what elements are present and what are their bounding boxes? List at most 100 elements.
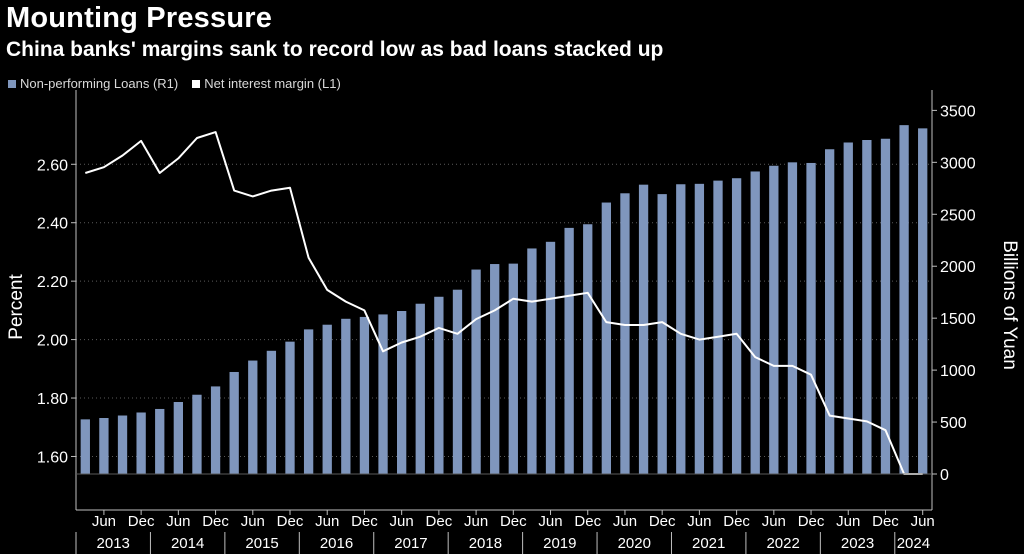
x-month-label: Jun (911, 513, 935, 530)
bar-npl (825, 149, 835, 474)
x-month-label: Dec (872, 513, 899, 530)
x-month-label: Dec (649, 513, 676, 530)
chart-title: Mounting Pressure (6, 2, 273, 34)
bar-npl (210, 386, 221, 474)
bar-npl (266, 350, 277, 474)
x-year-label: 2015 (245, 535, 278, 552)
bar-npl (880, 138, 891, 474)
x-month-label: Dec (798, 513, 825, 530)
left-tick-label: 2.20 (37, 274, 68, 291)
bar-npl (452, 289, 463, 474)
bar-npl (657, 194, 667, 474)
x-month-label: Jun (464, 513, 488, 530)
left-tick-label: 2.40 (37, 216, 68, 233)
legend-label-nim: Net interest margin (L1) (204, 76, 341, 91)
legend-swatch-nim (192, 79, 201, 88)
bar-npl (806, 162, 816, 474)
x-year-label: 2018 (469, 535, 502, 552)
bar-npl (899, 125, 909, 474)
x-month-label: Jun (613, 513, 637, 530)
bar-npl (341, 318, 351, 474)
bar-npl (80, 419, 90, 474)
bar-npl (173, 402, 183, 474)
x-month-label: Jun (92, 513, 116, 530)
bar-npl (192, 394, 202, 474)
legend-item-nim: Net interest margin (L1) (192, 76, 341, 91)
legend-swatch-npl (8, 79, 16, 88)
x-month-label: Dec (723, 513, 750, 530)
bar-npl (490, 264, 500, 474)
bar-npl (918, 128, 928, 474)
x-month-label: Jun (836, 513, 860, 530)
bar-npl (415, 303, 425, 474)
bar-npl (471, 269, 481, 474)
bar-npl (731, 178, 742, 474)
bar-npl (769, 165, 779, 475)
bar-npl (322, 324, 332, 474)
x-month-label: Jun (390, 513, 414, 530)
x-month-label: Dec (351, 513, 378, 530)
bar-npl (750, 171, 760, 474)
bar-npl (694, 183, 705, 475)
bar-npl (229, 371, 239, 474)
bar-npl (285, 341, 295, 474)
bar-npl (620, 193, 630, 474)
bar-npl (99, 418, 109, 474)
bar-npl (676, 184, 686, 474)
right-tick-label: 2500 (940, 207, 976, 224)
left-tick-label: 1.60 (37, 449, 68, 466)
x-month-label: Dec (500, 513, 527, 530)
bar-npl (638, 184, 649, 475)
x-year-label: 2016 (320, 535, 353, 552)
x-month-label: Dec (426, 513, 453, 530)
x-year-label: 2021 (692, 535, 725, 552)
bar-npl (508, 263, 518, 474)
bar-npl (248, 360, 258, 474)
right-tick-label: 3000 (940, 155, 976, 172)
x-year-label: 2023 (841, 535, 874, 552)
x-year-label: 2014 (171, 535, 204, 552)
bar-npl (136, 412, 146, 474)
x-year-label: 2022 (766, 535, 799, 552)
x-month-label: Jun (166, 513, 190, 530)
x-year-label: 2013 (97, 535, 130, 552)
bar-npl (303, 329, 314, 474)
chart-subtitle: China banks' margins sank to record low … (6, 38, 664, 61)
right-tick-label: 2000 (940, 259, 976, 276)
x-month-label: Jun (241, 513, 265, 530)
x-month-label: Dec (574, 513, 601, 530)
x-month-label: Jun (687, 513, 711, 530)
bar-npl (843, 142, 853, 475)
right-tick-label: 1000 (940, 363, 976, 380)
bar-npl (117, 415, 128, 474)
bar-npl (713, 180, 723, 474)
x-month-label: Dec (202, 513, 229, 530)
bar-npl (155, 408, 165, 474)
x-month-label: Jun (538, 513, 562, 530)
bar-npl (359, 316, 370, 474)
bar-npl (601, 202, 611, 474)
x-year-label: 2024 (897, 535, 930, 552)
x-month-label: Jun (762, 513, 786, 530)
right-tick-label: 1500 (940, 311, 976, 328)
right-tick-label: 3500 (940, 103, 976, 120)
legend-item-npl: Non-performing Loans (R1) (8, 76, 178, 91)
legend: Non-performing Loans (R1) Net interest m… (8, 76, 355, 91)
x-year-label: 2020 (618, 535, 651, 552)
x-month-label: Jun (315, 513, 339, 530)
right-tick-label: 0 (940, 467, 949, 484)
bar-npl (545, 241, 556, 474)
left-tick-label: 2.00 (37, 333, 68, 350)
bar-npl (378, 314, 388, 474)
left-tick-label: 1.80 (37, 391, 68, 408)
bar-npl (862, 139, 872, 474)
bar-npl (583, 224, 593, 474)
bar-npl (527, 248, 537, 474)
ylabel-left: Percent (6, 274, 27, 340)
bar-npl (397, 310, 407, 474)
right-tick-label: 500 (940, 415, 967, 432)
legend-label-npl: Non-performing Loans (R1) (20, 76, 179, 91)
x-year-label: 2017 (394, 535, 427, 552)
bar-npl (434, 296, 444, 474)
